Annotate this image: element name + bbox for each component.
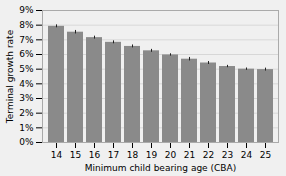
svg-text:5%: 5% [19,64,34,74]
svg-text:0%: 0% [19,137,34,147]
svg-text:3%: 3% [19,93,34,103]
svg-text:24: 24 [241,150,253,160]
svg-text:25: 25 [260,150,271,160]
svg-text:16: 16 [89,150,101,160]
svg-text:23: 23 [222,150,233,160]
svg-text:14: 14 [51,150,63,160]
svg-text:2%: 2% [19,108,34,118]
svg-text:4%: 4% [19,79,34,89]
svg-text:9%: 9% [19,5,34,15]
svg-text:21: 21 [184,150,195,160]
svg-text:22: 22 [203,150,214,160]
svg-text:Terminal growth rate: Terminal growth rate [5,29,15,124]
svg-text:8%: 8% [19,20,34,30]
svg-text:20: 20 [165,150,177,160]
svg-text:17: 17 [108,150,119,160]
svg-text:1%: 1% [19,123,34,133]
svg-text:6%: 6% [19,49,34,59]
svg-text:Minimum child bearing age (CBA: Minimum child bearing age (CBA) [85,163,236,173]
svg-text:18: 18 [127,150,139,160]
svg-text:19: 19 [146,150,158,160]
svg-text:15: 15 [70,150,81,160]
svg-text:7%: 7% [19,35,34,45]
